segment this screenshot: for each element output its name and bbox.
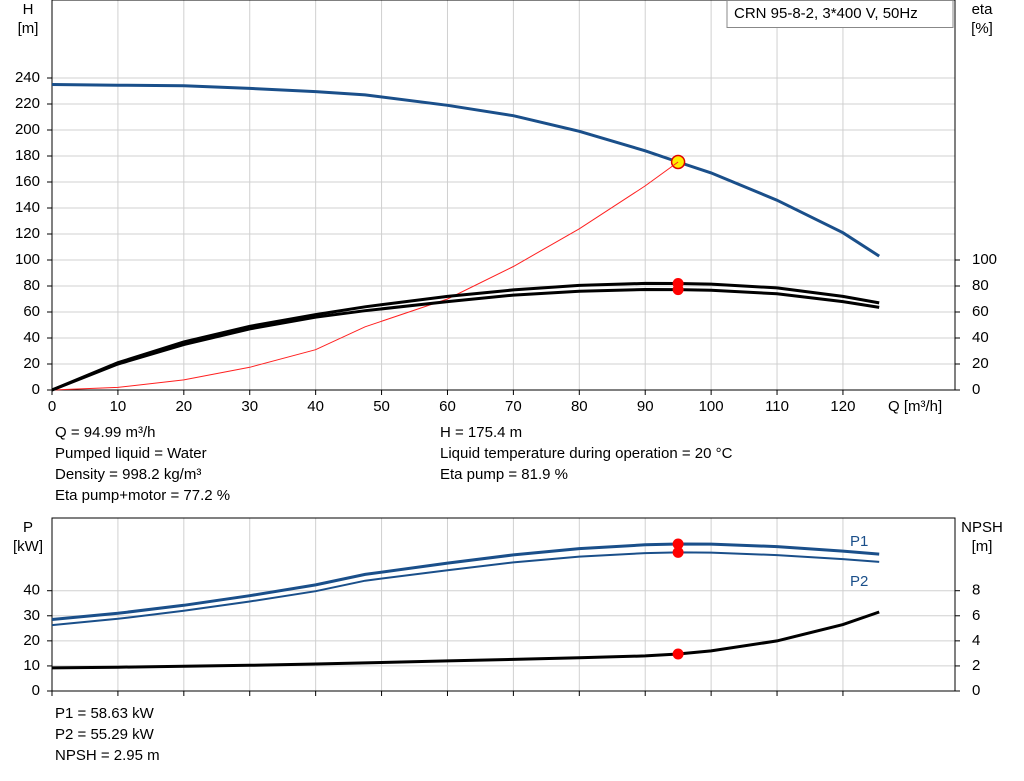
y-tick-label: 240 <box>15 69 40 86</box>
x-tick-label: 10 <box>110 398 127 415</box>
duty-point <box>670 154 686 170</box>
info-text: Eta pump+motor = 77.2 % <box>55 487 230 504</box>
y-tick-label: 0 <box>32 682 40 699</box>
y-tick-label: 20 <box>23 355 40 372</box>
x-tick-label: 60 <box>439 398 456 415</box>
y-tick-label: 40 <box>23 329 40 346</box>
y-tick-label: 140 <box>15 199 40 216</box>
y-tick-label: 10 <box>23 657 40 674</box>
x-tick-label: 20 <box>175 398 192 415</box>
info-text: Eta pump = 81.9 % <box>440 466 568 483</box>
x-tick-label: 110 <box>765 398 789 415</box>
y-tick-label: 200 <box>15 121 40 138</box>
curve <box>51 610 880 670</box>
x-tick-label: 90 <box>637 398 654 415</box>
y2-tick-label: 0 <box>972 381 980 398</box>
y-tick-label: 160 <box>15 173 40 190</box>
info-text: NPSH = 2.95 m <box>55 747 160 764</box>
y2-axis-label: [m] <box>972 538 993 555</box>
x-tick-label: 120 <box>830 398 855 415</box>
y-axis-label: P <box>23 519 33 536</box>
y-tick-label: 60 <box>23 303 40 320</box>
y-tick-label: 100 <box>15 251 40 268</box>
y2-tick-label: 2 <box>972 657 980 674</box>
plot-frame <box>51 0 956 391</box>
title-box <box>726 0 954 28</box>
y-axis-label: [kW] <box>13 538 43 555</box>
y-tick-label: 30 <box>23 607 40 624</box>
duty-point <box>672 538 684 550</box>
y-tick-label: 80 <box>23 277 40 294</box>
y-tick-label: 220 <box>15 95 40 112</box>
y-tick-label: 0 <box>32 381 40 398</box>
curve <box>51 161 679 391</box>
y-tick-label: 120 <box>15 225 40 242</box>
x-tick-label: 50 <box>373 398 390 415</box>
series-label: P1 <box>850 533 868 550</box>
series-label: P2 <box>850 573 868 590</box>
info-text: P1 = 58.63 kW <box>55 705 155 722</box>
info-text: Liquid temperature during operation = 20… <box>440 445 733 462</box>
duty-point <box>672 284 684 296</box>
info-text: Density = 998.2 kg/m³ <box>55 466 201 483</box>
x-axis-label: Q [m³/h] <box>888 398 942 415</box>
y2-tick-label: 20 <box>972 355 989 372</box>
x-tick-label: 30 <box>241 398 258 415</box>
y-tick-label: 40 <box>23 582 40 599</box>
y2-tick-label: 60 <box>972 303 989 320</box>
y-axis-label: [m] <box>18 20 39 37</box>
info-text: H = 175.4 m <box>440 424 522 441</box>
plot-frame <box>51 517 956 692</box>
y2-axis-label: [%] <box>971 20 993 37</box>
y2-tick-label: 8 <box>972 582 980 599</box>
y2-tick-label: 80 <box>972 277 989 294</box>
curve <box>51 83 881 258</box>
duty-point <box>672 648 684 660</box>
info-text: Q = 94.99 m³/h <box>55 424 155 441</box>
y2-tick-label: 40 <box>972 329 989 346</box>
info-text: P2 = 55.29 kW <box>55 726 155 743</box>
x-tick-label: 40 <box>307 398 324 415</box>
x-tick-label: 80 <box>571 398 588 415</box>
curve <box>51 551 880 627</box>
y-axis-label: H <box>23 1 34 18</box>
y2-tick-label: 4 <box>972 632 980 649</box>
chart-title: CRN 95-8-2, 3*400 V, 50Hz <box>734 5 918 22</box>
y2-tick-label: 100 <box>972 251 997 268</box>
y2-tick-label: 6 <box>972 607 980 624</box>
y2-axis-label: NPSH <box>961 519 1003 536</box>
x-tick-label: 70 <box>505 398 522 415</box>
duty-point <box>672 546 684 558</box>
curve <box>51 287 880 392</box>
x-tick-label: 0 <box>48 398 56 415</box>
curve <box>51 281 880 392</box>
y-tick-label: 180 <box>15 147 40 164</box>
x-tick-label: 100 <box>699 398 724 415</box>
y-tick-label: 20 <box>23 632 40 649</box>
curve <box>51 542 880 621</box>
y2-axis-label: eta <box>972 1 994 18</box>
info-text: Pumped liquid = Water <box>55 445 207 462</box>
y2-tick-label: 0 <box>972 682 980 699</box>
